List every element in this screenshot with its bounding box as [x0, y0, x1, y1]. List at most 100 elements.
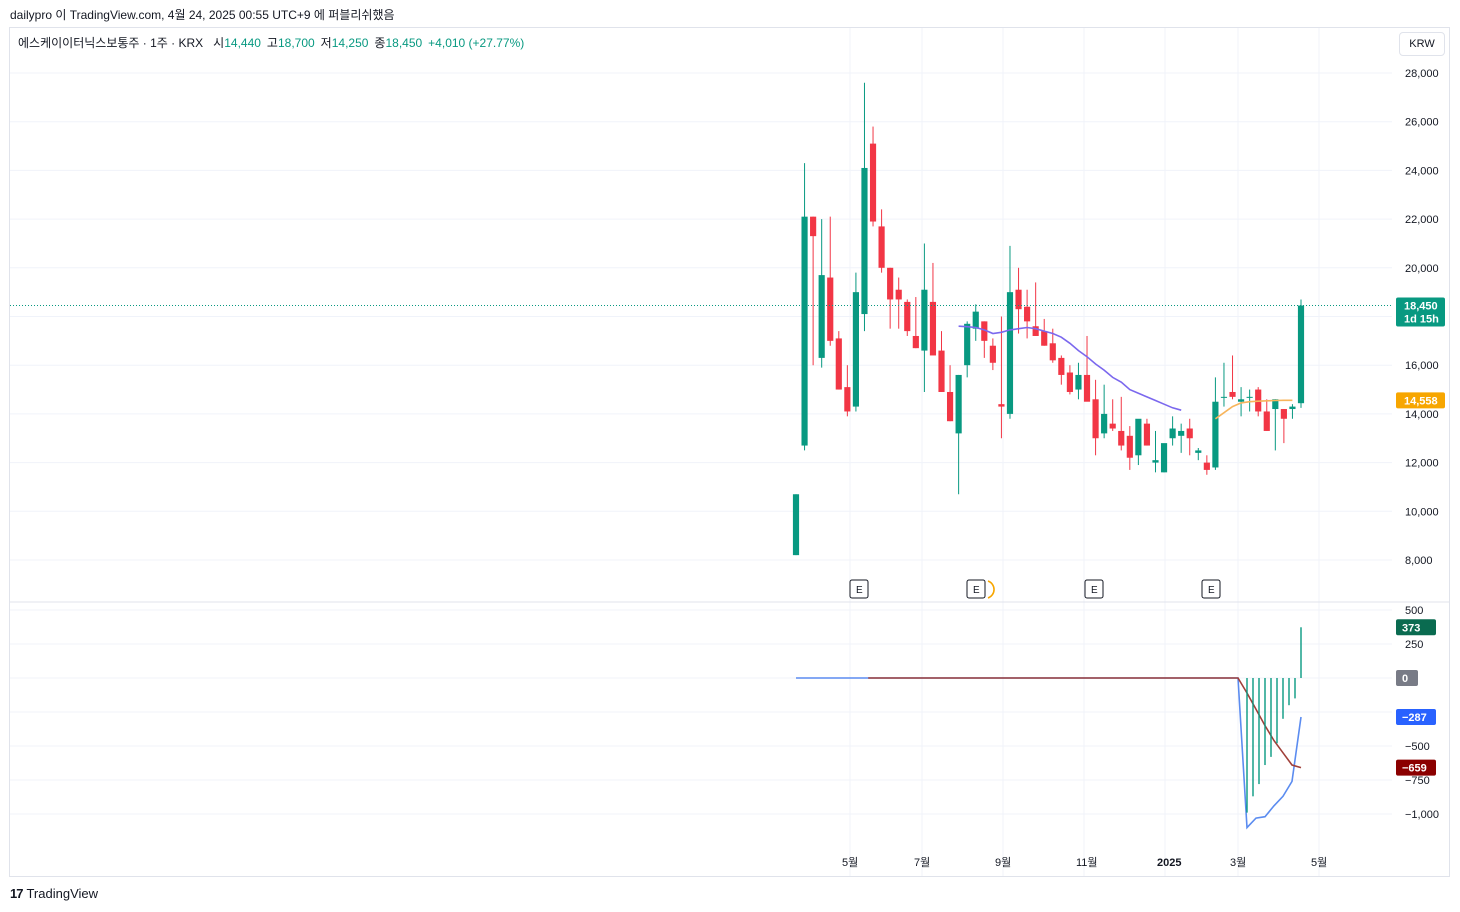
osc-red-tag	[1396, 759, 1436, 776]
last-price-tag	[1396, 297, 1445, 327]
candle-body	[818, 275, 825, 358]
candle-body	[938, 350, 945, 392]
low-value: 14,250	[331, 36, 369, 50]
high-value: 18,700	[277, 36, 315, 50]
candle-body	[852, 292, 859, 407]
earnings-badge	[966, 579, 986, 599]
candle-body	[981, 321, 988, 341]
candle-body	[964, 323, 971, 366]
countdown-label: 1d 15h	[1404, 314, 1439, 326]
candle-body	[1229, 391, 1236, 397]
candle-body	[1220, 396, 1228, 398]
candle-body	[895, 289, 902, 300]
candle-body	[904, 301, 911, 332]
candle-body	[869, 143, 877, 222]
time-axis-tick: 9월	[995, 856, 1011, 869]
candle-body	[1083, 374, 1091, 402]
price-axis-tick: 26,000	[1405, 117, 1439, 129]
candle-body	[1075, 374, 1082, 390]
osc-signal-line-red	[868, 677, 1302, 769]
candle-body	[1160, 443, 1168, 473]
tradingview-logo-text: TradingView	[26, 886, 99, 901]
ma-value-tag	[1396, 392, 1445, 409]
time-axis-tick: 3월	[1230, 856, 1246, 869]
earnings-badge	[1084, 579, 1104, 599]
candle-body	[1169, 428, 1176, 439]
moving-average-line-orange	[1214, 399, 1293, 420]
earnings-badge-label: E	[856, 585, 863, 596]
price-axis-tick: 28,000	[1405, 68, 1439, 80]
candle-body	[810, 216, 817, 237]
osc-axis-tick: 500	[1405, 605, 1423, 617]
candle-body	[861, 167, 868, 315]
publish-credit: dailypro 이 TradingView.com, 4월 24, 2025 …	[10, 8, 395, 22]
symbol-legend: 에스케이이터닉스보통주 · 1주 · KRX 시14,440 고18,700 저…	[18, 34, 524, 51]
high-label: 고	[266, 36, 278, 50]
candle-body	[1297, 305, 1305, 404]
osc-axis-tick: −1,000	[1405, 809, 1439, 821]
candle-body	[1280, 409, 1287, 419]
candle-body	[921, 289, 928, 351]
earnings-badge-label: E	[973, 585, 980, 596]
osc-blue-tag-label: −287	[1402, 712, 1427, 724]
candle-body	[1092, 399, 1099, 439]
close-value: 18,450	[385, 36, 423, 50]
price-axis-tick: 24,000	[1405, 165, 1439, 177]
candle-body	[801, 216, 808, 446]
earnings-badge-label: E	[1091, 585, 1098, 596]
candle-body	[1203, 462, 1210, 470]
price-axis-tick: 20,000	[1405, 263, 1439, 275]
moving-average-line-purple	[958, 325, 1182, 411]
candle-body	[989, 345, 996, 363]
candle-body	[835, 338, 842, 390]
symbol-name[interactable]: 에스케이이터닉스보통주 · 1주 · KRX	[18, 36, 204, 50]
candle-body	[1186, 428, 1193, 439]
time-axis-tick: 11월	[1076, 856, 1098, 869]
last-price-label: 18,450	[1404, 301, 1438, 313]
ma-value-label: 14,558	[1404, 395, 1438, 407]
earnings-badge-label: E	[1208, 585, 1215, 596]
candle-body	[878, 226, 885, 268]
osc-zero-tag	[1396, 670, 1418, 686]
candle-body	[1041, 331, 1048, 346]
candle-body	[1178, 430, 1185, 436]
price-axis-tick: 8,000	[1405, 555, 1433, 567]
tradingview-logo-icon: 17	[10, 886, 24, 901]
candle-body	[1152, 460, 1159, 463]
chart-frame	[9, 27, 1450, 877]
candle-body	[844, 387, 851, 412]
candle-body	[912, 335, 919, 349]
candle-body	[1143, 423, 1151, 446]
candle-body	[1101, 413, 1108, 434]
candle-body	[887, 267, 894, 300]
candle-body	[1195, 450, 1202, 453]
candle-body	[1246, 396, 1253, 398]
close-label: 종	[374, 36, 386, 50]
osc-blue-tag	[1396, 709, 1436, 726]
earnings-upcoming-ring	[987, 580, 995, 599]
open-label: 시	[213, 36, 225, 50]
candle-body	[1024, 306, 1031, 322]
candle-body	[972, 311, 979, 329]
osc-axis-tick: 250	[1405, 639, 1423, 651]
candle-body	[1066, 372, 1073, 392]
candle-body	[827, 277, 834, 341]
currency-button[interactable]: KRW	[1399, 32, 1445, 56]
candle-body	[1289, 406, 1296, 410]
candle-body	[1135, 418, 1142, 456]
osc-axis-tick: −500	[1405, 741, 1430, 753]
candle-body	[1263, 411, 1270, 431]
candle-body	[946, 391, 954, 422]
candle-body	[955, 374, 962, 434]
candle-body	[1212, 401, 1219, 468]
osc-axis-tick: −750	[1405, 775, 1430, 787]
candle-body	[792, 494, 800, 556]
candle-body	[1109, 423, 1116, 429]
earnings-badge	[849, 579, 869, 599]
osc-red-tag-label: −659	[1402, 763, 1427, 775]
osc-hist-tag	[1396, 619, 1436, 636]
candle-body	[1049, 343, 1056, 361]
tradingview-logo[interactable]: 17 TradingView	[10, 886, 98, 901]
open-value: 14,440	[224, 36, 261, 50]
